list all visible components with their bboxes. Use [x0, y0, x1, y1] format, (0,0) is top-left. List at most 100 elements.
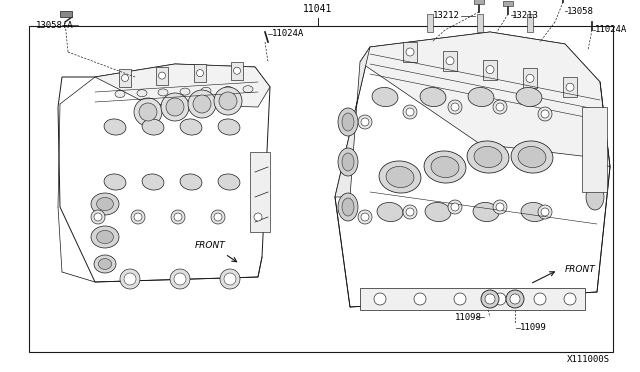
- Circle shape: [358, 115, 372, 129]
- Circle shape: [214, 213, 222, 221]
- Ellipse shape: [94, 255, 116, 273]
- Circle shape: [526, 74, 534, 83]
- Circle shape: [214, 87, 242, 115]
- Ellipse shape: [342, 113, 354, 131]
- Ellipse shape: [142, 119, 164, 135]
- Circle shape: [406, 208, 414, 216]
- Circle shape: [454, 293, 466, 305]
- Bar: [483, 60, 497, 80]
- Ellipse shape: [431, 157, 459, 177]
- Ellipse shape: [218, 174, 240, 190]
- Circle shape: [161, 93, 189, 121]
- Circle shape: [134, 98, 162, 126]
- Bar: [503, 1, 513, 6]
- Circle shape: [196, 70, 204, 77]
- Polygon shape: [360, 32, 610, 167]
- Ellipse shape: [342, 198, 354, 216]
- Circle shape: [94, 213, 102, 221]
- Ellipse shape: [91, 193, 119, 215]
- Circle shape: [493, 200, 507, 214]
- Ellipse shape: [99, 259, 111, 269]
- Circle shape: [506, 290, 524, 308]
- Circle shape: [374, 293, 386, 305]
- Circle shape: [254, 213, 262, 221]
- Polygon shape: [58, 64, 270, 282]
- Ellipse shape: [97, 230, 113, 244]
- Ellipse shape: [180, 174, 202, 190]
- Circle shape: [534, 293, 546, 305]
- Circle shape: [358, 210, 372, 224]
- Circle shape: [406, 108, 414, 116]
- Circle shape: [251, 210, 265, 224]
- Ellipse shape: [521, 202, 547, 222]
- Ellipse shape: [201, 87, 211, 94]
- Bar: [523, 68, 537, 89]
- Ellipse shape: [158, 89, 168, 96]
- Circle shape: [171, 210, 185, 224]
- Circle shape: [122, 74, 129, 81]
- Ellipse shape: [91, 226, 119, 248]
- Circle shape: [166, 98, 184, 116]
- Bar: [443, 51, 457, 71]
- Bar: [119, 69, 131, 87]
- Bar: [582, 107, 607, 192]
- Ellipse shape: [142, 174, 164, 190]
- Ellipse shape: [338, 108, 358, 136]
- Circle shape: [361, 213, 369, 221]
- Circle shape: [134, 213, 142, 221]
- Text: FRONT: FRONT: [565, 266, 596, 275]
- Circle shape: [566, 83, 574, 91]
- Bar: [231, 62, 243, 80]
- Circle shape: [481, 290, 499, 308]
- Ellipse shape: [104, 119, 126, 135]
- Circle shape: [493, 100, 507, 114]
- Ellipse shape: [473, 202, 499, 222]
- Ellipse shape: [218, 119, 240, 135]
- Ellipse shape: [338, 193, 358, 221]
- Ellipse shape: [420, 87, 446, 106]
- Circle shape: [170, 269, 190, 289]
- Bar: [250, 152, 270, 232]
- Circle shape: [174, 213, 182, 221]
- Ellipse shape: [467, 141, 509, 173]
- Ellipse shape: [372, 87, 398, 106]
- Polygon shape: [95, 64, 270, 107]
- Ellipse shape: [115, 90, 125, 97]
- Text: 13058+A: 13058+A: [36, 20, 74, 29]
- Circle shape: [120, 269, 140, 289]
- Circle shape: [91, 210, 105, 224]
- Ellipse shape: [516, 87, 542, 106]
- Ellipse shape: [180, 119, 202, 135]
- Circle shape: [159, 72, 166, 79]
- Text: 13213: 13213: [512, 10, 539, 19]
- Ellipse shape: [474, 147, 502, 167]
- Bar: [194, 64, 206, 82]
- Text: FRONT: FRONT: [195, 241, 225, 250]
- Circle shape: [131, 210, 145, 224]
- Bar: [403, 42, 417, 62]
- Bar: [527, 14, 533, 32]
- Ellipse shape: [342, 153, 354, 171]
- Polygon shape: [335, 32, 610, 307]
- Text: 11024A: 11024A: [595, 26, 627, 35]
- Ellipse shape: [104, 174, 126, 190]
- Circle shape: [564, 293, 576, 305]
- Text: 11099: 11099: [520, 324, 547, 333]
- Text: 11041: 11041: [303, 4, 333, 14]
- Circle shape: [451, 203, 459, 211]
- Circle shape: [220, 269, 240, 289]
- Circle shape: [448, 100, 462, 114]
- Bar: [60, 11, 72, 17]
- Text: 13212: 13212: [433, 12, 460, 20]
- Bar: [427, 14, 433, 32]
- Circle shape: [496, 103, 504, 111]
- Circle shape: [538, 205, 552, 219]
- Circle shape: [414, 293, 426, 305]
- Circle shape: [219, 92, 237, 110]
- Ellipse shape: [511, 141, 553, 173]
- Circle shape: [451, 103, 459, 111]
- Circle shape: [541, 110, 549, 118]
- Circle shape: [403, 205, 417, 219]
- Bar: [477, 14, 483, 32]
- Circle shape: [224, 273, 236, 285]
